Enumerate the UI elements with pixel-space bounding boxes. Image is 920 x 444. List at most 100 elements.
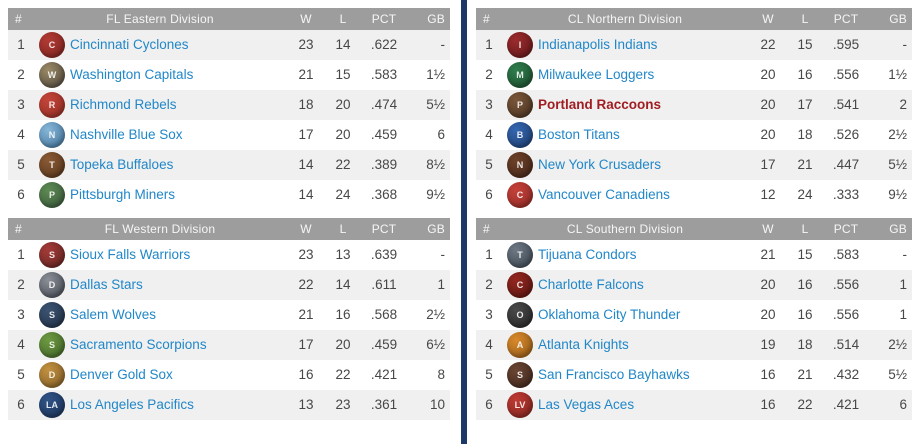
team-logo-icon[interactable]: M — [507, 62, 533, 88]
team-logo-icon[interactable]: R — [39, 92, 65, 118]
team-rank: 3 — [485, 307, 493, 322]
team-pct: .583 — [832, 247, 860, 262]
team-logo-cell[interactable]: LV — [502, 390, 538, 420]
team-name-link[interactable]: Milwaukee Loggers — [538, 67, 655, 82]
standings-row: 2 D Dallas Stars 22 14 .611 1 — [8, 270, 450, 300]
team-logo-cell[interactable]: C — [34, 30, 70, 60]
team-logo-cell[interactable]: I — [502, 30, 538, 60]
team-logo-icon[interactable]: LA — [39, 392, 65, 418]
team-logo-cell[interactable]: N — [502, 150, 538, 180]
table-body: 1 T Tijuana Condors 21 15.583-2 C Charlotte Fa… — [476, 240, 912, 420]
team-logo-cell[interactable]: B — [502, 120, 538, 150]
team-name-link[interactable]: Denver Gold Sox — [70, 367, 173, 382]
team-name-link[interactable]: Oklahoma City Thunder — [538, 307, 681, 322]
team-logo-cell[interactable]: D — [34, 270, 70, 300]
team-losses: 22 — [797, 397, 813, 412]
team-wins: 20 — [760, 97, 776, 112]
team-name-link[interactable]: New York Crusaders — [538, 157, 662, 172]
team-logo-cell[interactable]: T — [34, 150, 70, 180]
team-logo-icon[interactable]: D — [39, 272, 65, 298]
team-logo-icon[interactable]: A — [507, 332, 533, 358]
team-logo-icon[interactable]: S — [39, 242, 65, 268]
column-header-wins: W — [300, 12, 312, 26]
team-logo-icon[interactable]: I — [507, 32, 533, 58]
team-losses: 20 — [335, 127, 351, 142]
team-name-link[interactable]: Portland Raccoons — [538, 97, 662, 112]
standings-row: 5 D Denver Gold Sox 16 22 .421 8 — [8, 360, 450, 390]
team-logo-cell[interactable]: P — [502, 90, 538, 120]
column-header-pct: PCT — [833, 222, 859, 236]
team-logo-cell[interactable]: T — [502, 240, 538, 270]
team-logo-icon[interactable]: T — [507, 242, 533, 268]
team-name-link[interactable]: Pittsburgh Miners — [70, 187, 176, 202]
team-name-link[interactable]: Sacramento Scorpions — [70, 337, 207, 352]
team-logo-cell[interactable]: A — [502, 330, 538, 360]
team-name-link[interactable]: Atlanta Knights — [538, 337, 629, 352]
team-name-link[interactable]: Los Angeles Pacifics — [70, 397, 194, 412]
team-logo-icon[interactable]: S — [39, 302, 65, 328]
team-logo-cell[interactable]: D — [34, 360, 70, 390]
team-logo-icon[interactable]: O — [507, 302, 533, 328]
team-losses: 22 — [335, 367, 351, 382]
standings-row: 1 C Cincinnati Cyclones 23 14 .622 - — [8, 30, 450, 60]
team-name-link[interactable]: Richmond Rebels — [70, 97, 177, 112]
team-name-link[interactable]: Charlotte Falcons — [538, 277, 644, 292]
team-name-link[interactable]: Las Vegas Aces — [538, 397, 635, 412]
team-rank: 5 — [485, 367, 493, 382]
standings-row: 5 T Topeka Buffaloes 14 22 .389 8½ — [8, 150, 450, 180]
team-name-link[interactable]: Boston Titans — [538, 127, 620, 142]
team-logo-cell[interactable]: W — [34, 60, 70, 90]
team-logo-icon[interactable]: S — [507, 362, 533, 388]
team-rank: 1 — [485, 37, 493, 52]
team-name-link[interactable]: Nashville Blue Sox — [70, 127, 183, 142]
team-logo-icon[interactable]: P — [507, 92, 533, 118]
team-logo-icon[interactable]: T — [39, 152, 65, 178]
team-logo-cell[interactable]: O — [502, 300, 538, 330]
team-name-link[interactable]: Topeka Buffaloes — [70, 157, 174, 172]
team-name-link[interactable]: Cincinnati Cyclones — [70, 37, 189, 52]
team-name-link[interactable]: Sioux Falls Warriors — [70, 247, 191, 262]
team-logo-cell[interactable]: S — [34, 330, 70, 360]
team-pct: .514 — [832, 337, 860, 352]
team-logo-cell[interactable]: R — [34, 90, 70, 120]
team-logo-icon[interactable]: B — [507, 122, 533, 148]
team-name-link[interactable]: Indianapolis Indians — [538, 37, 658, 52]
team-losses: 20 — [335, 337, 351, 352]
standings-row: 4 B Boston Titans 20 18 .526 2½ — [476, 120, 912, 150]
team-logo-cell[interactable]: LA — [34, 390, 70, 420]
team-logo-icon[interactable]: N — [507, 152, 533, 178]
team-name-link[interactable]: Vancouver Canadiens — [538, 187, 670, 202]
team-logo-cell[interactable]: S — [34, 300, 70, 330]
team-logo-icon[interactable]: LV — [507, 392, 533, 418]
team-logo-icon[interactable]: C — [507, 272, 533, 298]
standings-row: 6 C Vancouver Canadiens 12 24 .333 9½ — [476, 180, 912, 210]
team-logo-cell[interactable]: S — [34, 240, 70, 270]
team-logo-icon[interactable]: C — [507, 182, 533, 208]
team-logo-icon[interactable]: P — [39, 182, 65, 208]
team-logo-icon[interactable]: C — [39, 32, 65, 58]
standings-row: 1 I Indianapolis Indians 22 15 .595 - — [476, 30, 912, 60]
column-header-rank: # — [15, 12, 22, 26]
team-logo-icon[interactable]: S — [39, 332, 65, 358]
team-logo-cell[interactable]: S — [502, 360, 538, 390]
team-rank: 6 — [485, 397, 493, 412]
team-name-link[interactable]: San Francisco Bayhawks — [538, 367, 690, 382]
team-pct: .583 — [370, 67, 398, 82]
team-name-link[interactable]: Salem Wolves — [70, 307, 157, 322]
team-logo-icon[interactable]: N — [39, 122, 65, 148]
team-logo-cell[interactable]: N — [34, 120, 70, 150]
team-logo-icon[interactable]: W — [39, 62, 65, 88]
team-logo-cell[interactable]: P — [34, 180, 70, 210]
team-logo-icon[interactable]: D — [39, 362, 65, 388]
team-rank: 2 — [17, 67, 25, 82]
column-header-pct: PCT — [371, 12, 397, 26]
team-name-link[interactable]: Washington Capitals — [70, 67, 194, 82]
team-logo-cell[interactable]: C — [502, 270, 538, 300]
team-name-link[interactable]: Dallas Stars — [70, 277, 143, 292]
team-name-link[interactable]: Tijuana Condors — [538, 247, 637, 262]
team-losses: 24 — [335, 187, 351, 202]
team-logo-cell[interactable]: M — [502, 60, 538, 90]
team-logo-cell[interactable]: C — [502, 180, 538, 210]
team-wins: 16 — [760, 397, 776, 412]
